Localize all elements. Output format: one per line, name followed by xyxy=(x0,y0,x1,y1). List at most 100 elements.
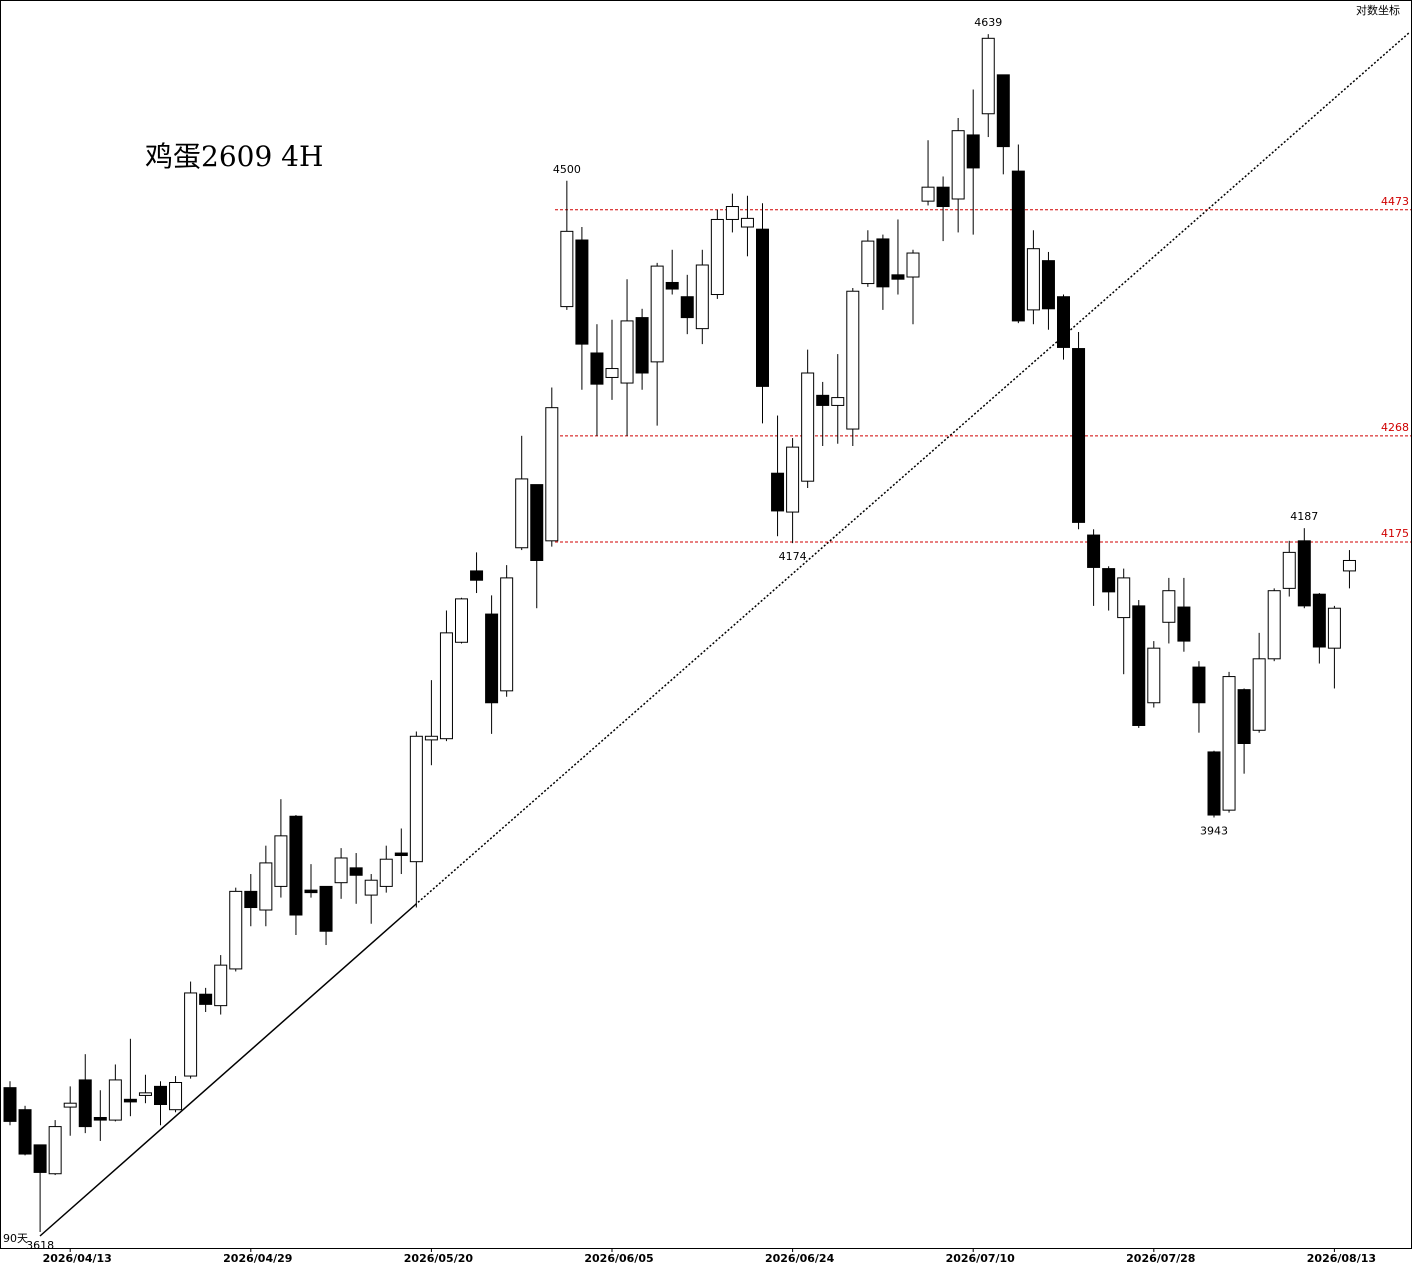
candle-body xyxy=(560,230,574,308)
candle-body xyxy=(906,252,920,278)
candle-body xyxy=(1117,577,1131,619)
candle-body xyxy=(831,397,845,406)
candle-body xyxy=(590,352,604,385)
candle-body xyxy=(304,889,318,894)
candle-body xyxy=(138,1092,152,1096)
candle-body xyxy=(1087,534,1101,568)
candle-body xyxy=(33,1144,47,1173)
candle-body xyxy=(620,320,634,384)
candle-body xyxy=(229,890,243,970)
candle-body xyxy=(771,472,785,512)
candle-body xyxy=(424,735,438,741)
candle-body xyxy=(485,613,499,704)
low-label: 4174 xyxy=(779,550,807,563)
candle-body xyxy=(1147,647,1161,704)
candle-body xyxy=(816,394,830,406)
candle-body xyxy=(18,1109,32,1155)
x-tick-label: 2026/06/05 xyxy=(584,1252,653,1265)
candle-body xyxy=(515,478,529,549)
candle-body xyxy=(93,1116,107,1121)
x-tick-label: 2026/04/29 xyxy=(223,1252,292,1265)
candle-body xyxy=(1252,658,1266,731)
candle-body xyxy=(981,37,995,115)
candle-body xyxy=(1222,676,1236,811)
candle-body xyxy=(274,835,288,887)
candle-body xyxy=(244,890,258,909)
candle-body xyxy=(665,281,679,290)
candle-body xyxy=(575,239,589,345)
high-label: 4500 xyxy=(553,163,581,176)
candle-body xyxy=(63,1102,77,1108)
x-tick-label: 2026/05/20 xyxy=(404,1252,474,1265)
candle-body xyxy=(951,130,965,200)
candle-body xyxy=(650,265,664,363)
candle-body xyxy=(740,217,754,228)
candle-body xyxy=(966,134,980,169)
trend-line-extension xyxy=(414,31,1411,906)
candle-body xyxy=(1057,296,1070,348)
candle-body xyxy=(1102,568,1116,593)
candle-body xyxy=(756,228,769,387)
candle-body xyxy=(891,274,905,280)
reference-label: 4268 xyxy=(1381,421,1409,434)
candle-body xyxy=(801,372,815,482)
candle-body xyxy=(199,993,213,1005)
candle-body xyxy=(409,735,423,863)
candle-body xyxy=(470,570,484,581)
candle-body xyxy=(1342,559,1356,572)
candle-body xyxy=(1297,540,1311,607)
candle-body xyxy=(1192,666,1206,704)
reference-label: 4175 xyxy=(1381,527,1409,540)
candle-body xyxy=(123,1098,137,1103)
candle-body xyxy=(1072,348,1086,523)
candle-body xyxy=(786,446,800,513)
low-label: 3618 xyxy=(26,1239,54,1252)
candle-body xyxy=(3,1087,17,1122)
candle-body xyxy=(1327,607,1341,649)
candle-body xyxy=(1177,606,1191,642)
high-label: 4187 xyxy=(1290,510,1318,523)
candle-body xyxy=(169,1081,183,1111)
x-tick-label: 2026/07/10 xyxy=(946,1252,1016,1265)
candle-body xyxy=(1041,260,1055,310)
candle-body xyxy=(500,577,514,692)
candle-body xyxy=(334,857,348,884)
x-tick-label: 2026/06/24 xyxy=(765,1252,835,1265)
candle-body xyxy=(725,206,739,220)
candle-body xyxy=(379,858,393,887)
candle-body xyxy=(289,815,303,916)
candle-body xyxy=(605,368,619,378)
candle-body xyxy=(635,317,649,374)
candle-body xyxy=(530,484,544,561)
candle-body xyxy=(1132,605,1146,726)
candle-body xyxy=(48,1126,62,1175)
candle-body xyxy=(861,240,875,285)
candle-body xyxy=(680,296,694,319)
candle-body xyxy=(545,407,559,542)
candle-body xyxy=(996,74,1010,148)
candle-body xyxy=(936,186,950,208)
candle-body xyxy=(695,264,709,330)
x-tick-label: 2026/04/13 xyxy=(43,1252,112,1265)
candle-body xyxy=(1267,590,1281,660)
low-label: 3943 xyxy=(1200,824,1228,837)
scale-label: 对数坐标 xyxy=(1356,3,1400,17)
chart-title: 鸡蛋2609 4H xyxy=(145,140,323,173)
candle-body xyxy=(78,1079,92,1128)
candle-body xyxy=(1011,170,1025,322)
candle-body xyxy=(1312,593,1326,648)
candle-body xyxy=(214,964,228,1007)
candle-body xyxy=(1026,248,1040,311)
candle-body xyxy=(876,238,890,288)
candle-body xyxy=(108,1079,122,1121)
candle-body xyxy=(364,879,378,896)
candle-body xyxy=(846,290,860,430)
candle-body xyxy=(319,885,333,932)
candle-body xyxy=(154,1085,167,1105)
candle-body xyxy=(710,218,724,296)
candle-body xyxy=(184,992,198,1077)
x-tick-label: 2026/07/28 xyxy=(1126,1252,1195,1265)
high-label: 4639 xyxy=(974,16,1002,29)
